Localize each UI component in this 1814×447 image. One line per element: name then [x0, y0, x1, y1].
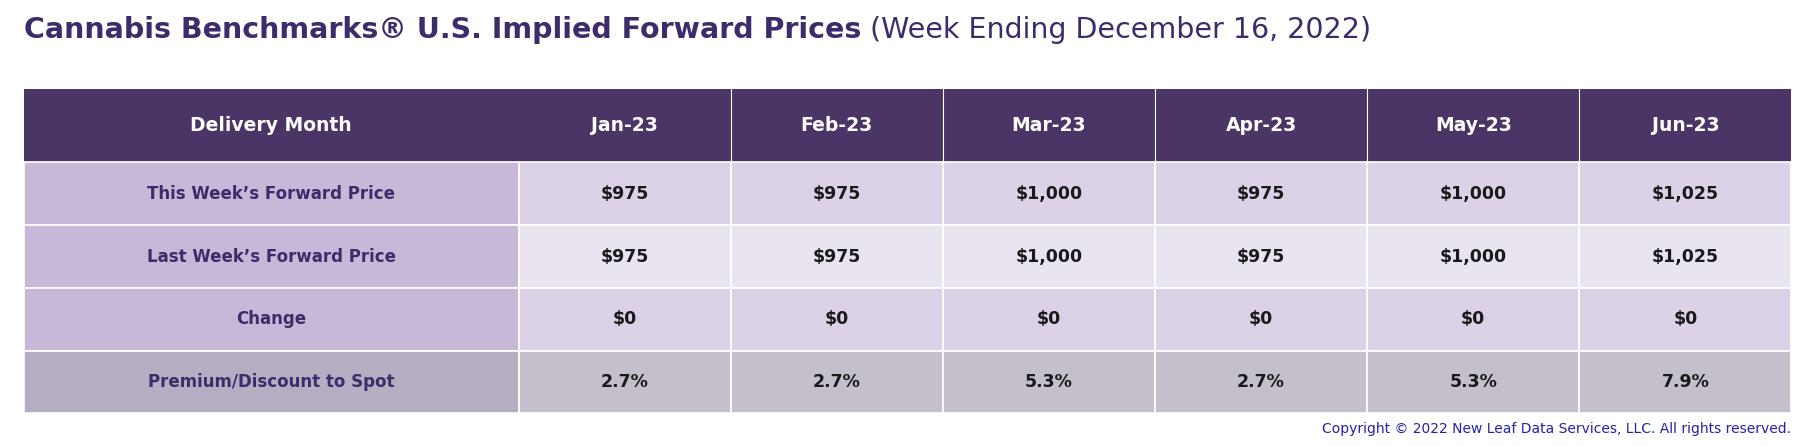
Text: $975: $975: [813, 248, 860, 266]
Bar: [24, 351, 519, 413]
Bar: [1154, 225, 1366, 288]
Bar: [24, 225, 519, 288]
Text: Cannabis Benchmarks® U.S. Implied Forward Prices: Cannabis Benchmarks® U.S. Implied Forwar…: [24, 16, 860, 44]
Bar: [24, 89, 1790, 91]
Bar: [1366, 288, 1578, 351]
Bar: [519, 225, 731, 288]
Text: Copyright © 2022 New Leaf Data Services, LLC. All rights reserved.: Copyright © 2022 New Leaf Data Services,…: [1322, 422, 1790, 436]
Bar: [1154, 162, 1366, 225]
Bar: [731, 351, 941, 413]
Bar: [1578, 288, 1790, 351]
Text: Premium/Discount to Spot: Premium/Discount to Spot: [147, 373, 394, 391]
Bar: [1366, 351, 1578, 413]
Bar: [1366, 225, 1578, 288]
Text: $975: $975: [813, 185, 860, 202]
Bar: [1366, 162, 1578, 225]
Text: $0: $0: [1673, 310, 1696, 328]
Bar: [731, 288, 941, 351]
Text: 2.7%: 2.7%: [1237, 373, 1284, 391]
Bar: [1578, 351, 1790, 413]
Text: 5.3%: 5.3%: [1025, 373, 1072, 391]
Text: This Week’s Forward Price: This Week’s Forward Price: [147, 185, 395, 202]
Text: Delivery Month: Delivery Month: [190, 116, 352, 135]
Text: 5.3%: 5.3%: [1448, 373, 1497, 391]
Bar: [1578, 225, 1790, 288]
Text: Jun-23: Jun-23: [1651, 116, 1718, 135]
Text: $975: $975: [600, 185, 648, 202]
Bar: [519, 162, 731, 225]
Bar: [1578, 162, 1790, 225]
Text: Last Week’s Forward Price: Last Week’s Forward Price: [147, 248, 395, 266]
Text: $1,025: $1,025: [1651, 248, 1718, 266]
Bar: [24, 162, 519, 225]
Bar: [731, 225, 941, 288]
Text: Mar-23: Mar-23: [1010, 116, 1085, 135]
Text: $975: $975: [600, 248, 648, 266]
Text: $975: $975: [1235, 248, 1284, 266]
Bar: [941, 162, 1154, 225]
Text: 2.7%: 2.7%: [813, 373, 860, 391]
Text: $0: $0: [824, 310, 849, 328]
Bar: [1154, 351, 1366, 413]
Bar: [24, 89, 1790, 162]
Text: 7.9%: 7.9%: [1660, 373, 1709, 391]
Bar: [1154, 288, 1366, 351]
Text: $0: $0: [1248, 310, 1272, 328]
Bar: [731, 162, 941, 225]
Bar: [519, 351, 731, 413]
Bar: [941, 351, 1154, 413]
Bar: [24, 288, 519, 351]
Bar: [519, 288, 731, 351]
Text: $1,000: $1,000: [1439, 248, 1506, 266]
Text: Apr-23: Apr-23: [1224, 116, 1295, 135]
Text: $0: $0: [1460, 310, 1484, 328]
Text: 2.7%: 2.7%: [600, 373, 648, 391]
Text: (Week Ending December 16, 2022): (Week Ending December 16, 2022): [860, 16, 1370, 44]
Text: $1,025: $1,025: [1651, 185, 1718, 202]
Bar: [941, 288, 1154, 351]
Text: Feb-23: Feb-23: [800, 116, 873, 135]
Text: $0: $0: [1036, 310, 1061, 328]
Text: Change: Change: [236, 310, 307, 328]
Text: $1,000: $1,000: [1014, 248, 1081, 266]
Text: $975: $975: [1235, 185, 1284, 202]
Text: $0: $0: [611, 310, 637, 328]
Text: Jan-23: Jan-23: [591, 116, 658, 135]
Bar: [941, 225, 1154, 288]
Text: $1,000: $1,000: [1014, 185, 1081, 202]
Text: $1,000: $1,000: [1439, 185, 1506, 202]
Text: May-23: May-23: [1435, 116, 1511, 135]
